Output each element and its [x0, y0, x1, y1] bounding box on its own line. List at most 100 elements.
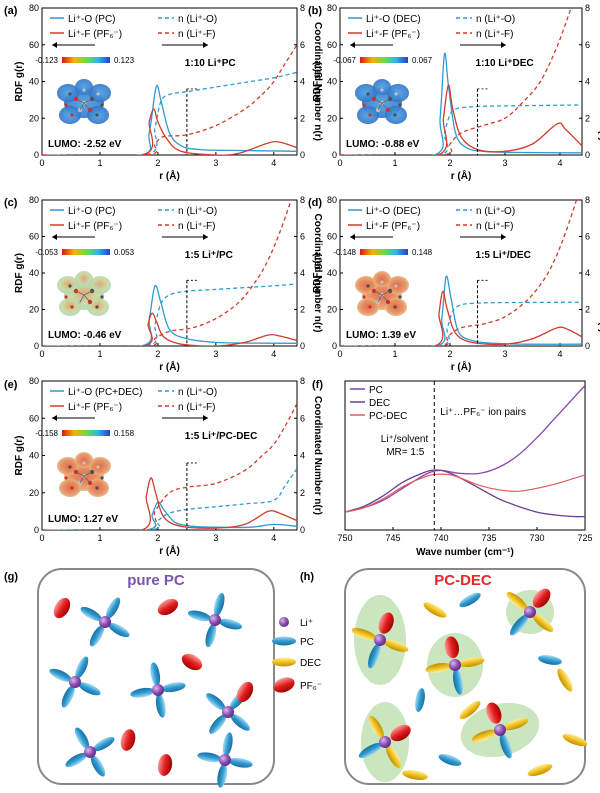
pf6-anion: [120, 729, 136, 751]
legend-label: n (Li⁺-O): [476, 14, 515, 25]
atom-dot: [366, 284, 370, 288]
esp-max-label: 0.123: [114, 56, 135, 65]
x-tick-label: 0: [39, 349, 44, 359]
legend-label: n (Li⁺-O): [178, 387, 217, 398]
x-tick-label: 2: [447, 158, 452, 168]
y-tick-label: 40: [327, 268, 337, 278]
pc-molecule: [89, 625, 105, 647]
esp-max-label: 0.053: [114, 248, 135, 257]
legend-label: Li⁺-F (PF₆⁻): [68, 221, 122, 232]
axis-arrowhead: [203, 234, 208, 240]
annotation-ratio: MR= 1:5: [386, 447, 425, 458]
esp-lobe: [355, 84, 377, 102]
x-tick-label: 735: [481, 533, 496, 543]
lumo-label: LUMO: 1.39 eV: [346, 330, 416, 341]
x-tick-label: 4: [557, 158, 562, 168]
y-axis-label: RDF g(r): [312, 62, 323, 102]
dec-molecule: [557, 668, 573, 692]
y2-tick-label: 6: [300, 413, 305, 423]
x-tick-label: 2: [447, 349, 452, 359]
pc-molecule: [74, 727, 90, 749]
li-ion: [209, 614, 221, 626]
esp-colorbar: [62, 430, 110, 436]
axis-arrowhead: [203, 42, 208, 48]
legend-label: Li⁺-O (PC+DEC): [68, 387, 142, 398]
x-tick-label: 750: [337, 533, 352, 543]
pc-molecule: [75, 656, 89, 679]
li-ion: [449, 659, 461, 671]
atom-dot: [394, 92, 398, 96]
y2-tick-label: 4: [585, 268, 590, 278]
pf6-anion: [157, 598, 179, 616]
axis-arrowhead: [52, 234, 57, 240]
y2-tick-label: 6: [300, 232, 305, 242]
pc-molecule: [205, 623, 217, 648]
series-group: [42, 200, 297, 346]
axis-arrowhead: [501, 42, 506, 48]
atom-dot: [64, 103, 68, 107]
li-ion: [374, 634, 386, 646]
series-group: [345, 385, 585, 518]
y2-tick-label: 4: [585, 77, 590, 87]
series-line-g-li-f: [340, 84, 582, 155]
composition-label: 1:5 Li⁺/PC-DEC: [185, 431, 258, 442]
y-tick-label: 60: [29, 232, 39, 242]
pc-molecule: [93, 736, 115, 752]
dec-molecule: [423, 602, 447, 618]
bond-line: [377, 102, 383, 111]
lumo-label: LUMO: -2.52 eV: [48, 139, 122, 150]
y-tick-label: 0: [332, 150, 337, 160]
atom-dot: [368, 305, 372, 309]
esp-lobe: [59, 298, 81, 316]
bond-line: [75, 98, 85, 104]
pc-molecule: [49, 668, 72, 682]
legend-label: Li⁺-F (PF₆⁻): [366, 221, 420, 232]
esp-lobe: [373, 271, 391, 287]
x-tick-label: 4: [271, 158, 276, 168]
x-tick-label: 2: [155, 349, 160, 359]
y-axis-label: RDF g(r): [14, 62, 25, 102]
pc-molecule: [438, 754, 462, 766]
y-tick-label: 0: [34, 150, 39, 160]
atom-dot: [70, 486, 74, 490]
x-axis-label: r (Å): [159, 544, 180, 557]
axis-arrowhead: [350, 234, 355, 240]
series-line-n-li-o: [42, 468, 297, 530]
pc-solvation-cluster: [80, 597, 130, 647]
y2-tick-label: 2: [585, 113, 590, 123]
x-tick-label: 1: [392, 158, 397, 168]
y2-tick-label: 8: [300, 195, 305, 205]
panel-label: (d): [308, 197, 322, 209]
x-tick-label: 3: [213, 349, 218, 359]
x-tick-label: 740: [433, 533, 448, 543]
pc-solvation-cluster: [187, 592, 243, 648]
series-line-n-li-f: [340, 8, 572, 155]
pc-molecule: [228, 757, 253, 768]
esp-min-label: -0.067: [333, 56, 356, 65]
li-ion: [219, 754, 231, 766]
x-tick-label: 0: [39, 158, 44, 168]
x-axis-label: r (Å): [159, 360, 180, 373]
pc-molecule: [217, 763, 228, 788]
series-line-n-li-o: [340, 104, 582, 155]
dec-molecule: [503, 718, 529, 731]
dec-molecule: [506, 592, 528, 611]
y2-tick-label: 8: [300, 376, 305, 386]
y2-tick-label: 8: [300, 3, 305, 13]
x-axis-label: r (Å): [451, 360, 472, 373]
pc-molecule: [80, 606, 102, 622]
atom-dot: [366, 92, 370, 96]
series-group: [42, 44, 297, 155]
esp-min-label: -0.123: [35, 56, 58, 65]
pf6-anion: [378, 612, 394, 634]
bond-line: [381, 98, 391, 104]
title-backdrop: [122, 572, 190, 589]
pc-molecule: [538, 655, 562, 665]
esp-lobe: [57, 276, 79, 294]
pf6-anion: [444, 636, 460, 659]
legend-label: PC-DEC: [369, 411, 407, 422]
li-ion: [222, 706, 234, 718]
